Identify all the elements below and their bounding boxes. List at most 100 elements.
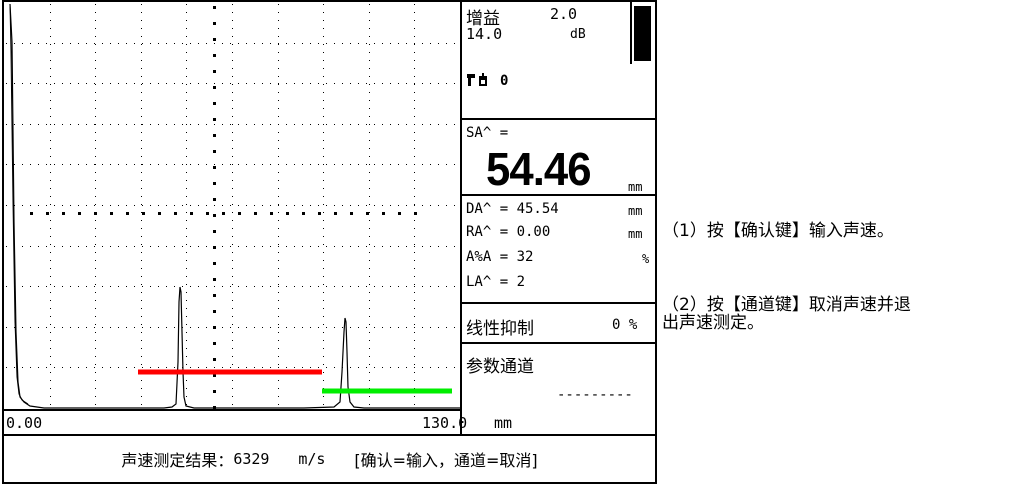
grid-dot [254,124,255,125]
grid-dot [30,286,31,287]
grid-dot [369,380,370,381]
grid-dot [126,212,129,215]
grid-dot [141,364,142,365]
grid-dot [232,156,233,157]
grid-dot [278,36,279,37]
grid-dot [134,43,135,44]
grid-dot [158,205,159,206]
grid-dot [414,172,415,173]
grid-dot [406,246,407,247]
grid-dot [302,43,303,44]
grid-dot [286,246,287,247]
grid-dot [186,188,187,189]
grid-dot [323,332,324,333]
grid-dot [118,83,119,84]
grid-dot [186,28,187,29]
grid-dot [213,374,216,377]
grid-dot [186,172,187,173]
grid-dot [186,356,187,357]
grid-dot [323,76,324,77]
grid-dot [232,396,233,397]
grid-dot [422,246,423,247]
range-unit: mm [494,414,513,432]
grid-dot [414,205,415,206]
grid-dot [102,205,103,206]
grid-dot [222,43,223,44]
grid-dot [238,83,239,84]
linear-suppression-value[interactable]: 0 % [612,317,638,333]
grid-dot [230,43,231,44]
grid-dot [278,340,279,341]
grid-dot [62,367,63,368]
grid-dot [369,220,370,221]
grid-dot [278,348,279,349]
grid-dot [141,68,142,69]
sound-velocity-value: 6329 [233,450,270,468]
grid-dot [294,83,295,84]
grid-dot [6,164,7,165]
grid-dot [50,228,51,229]
grid-dot [278,220,279,221]
grid-dot [141,156,142,157]
grid-dot [294,124,295,125]
grid-dot [50,84,51,85]
grid-dot [278,332,279,333]
grid-dot [50,276,51,277]
grid-dot [414,92,415,93]
grid-dot [318,327,319,328]
grid-dot [14,205,15,206]
grid-dot [374,286,375,287]
grid-dot [414,108,415,109]
grid-dot [141,116,142,117]
grid-dot [50,252,51,253]
grid-dot [398,43,399,44]
grid-dot [369,140,370,141]
grid-dot [186,348,187,349]
grid-dot [94,124,95,125]
grid-dot [186,252,187,253]
grid-dot [186,140,187,141]
grid-dot [278,316,279,317]
grid-dot [232,236,233,237]
grid-dot [190,43,191,44]
grid-dot [366,212,369,215]
grid-dot [62,205,63,206]
grid-dot [232,388,233,389]
grid-dot [390,246,391,247]
grid-dot [326,124,327,125]
grid-dot [369,188,370,189]
grid-dot [358,286,359,287]
grid-dot [232,52,233,53]
grid-dot [262,367,263,368]
grid-dot [50,20,51,21]
gain-section[interactable]: 增益 2.0 14.0 dB [462,2,657,64]
grid-dot [358,43,359,44]
grid-dot [186,316,187,317]
grid-dot [141,140,142,141]
grid-dot [174,83,175,84]
grid-dot [414,43,415,44]
grid-dot [174,43,175,44]
grid-dot [454,83,455,84]
grid-dot [232,212,233,213]
grid-dot [438,164,439,165]
grid-dot [86,124,87,125]
grid-dot [213,198,216,201]
grid-dot [414,268,415,269]
grid-dot [414,100,415,101]
confirm-cancel-hint: [确认=输入，通道=取消] [354,451,538,470]
grid-dot [118,43,119,44]
grid-dot [95,236,96,237]
grid-dot [414,324,415,325]
grid-dot [38,164,39,165]
grid-dot [232,36,233,37]
grid-dot [150,246,151,247]
grid-dot [50,364,51,365]
grid-dot [95,4,96,5]
grid-dot [318,205,319,206]
grid-dot [50,380,51,381]
grid-dot [278,116,279,117]
grid-dot [50,12,51,13]
grid-dot [406,124,407,125]
grid-dot [326,43,327,44]
